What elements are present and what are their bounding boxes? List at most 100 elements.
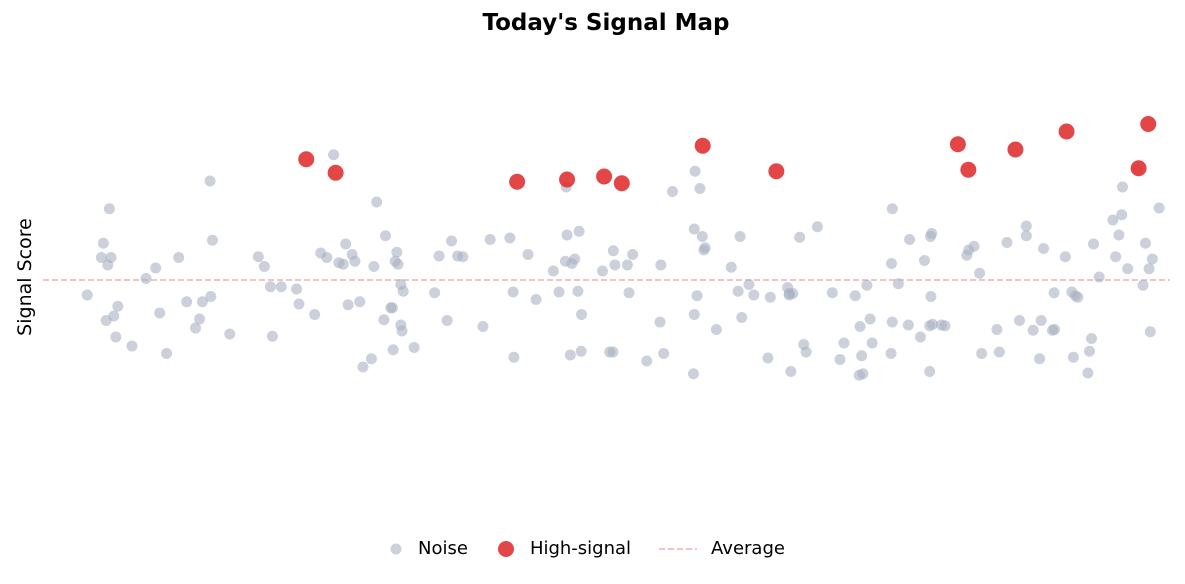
noise-point [194,313,206,325]
noise-point [575,345,587,357]
noise-point [918,255,930,266]
noise-point [641,355,653,367]
noise-point [902,319,914,331]
noise-marker-icon [390,543,402,554]
noise-point [205,291,217,302]
noise-point [607,346,619,358]
noise-point [576,309,588,320]
legend-item-high-signal: High-signal [496,538,631,559]
noise-point [108,310,120,322]
noise-point [1035,315,1047,326]
high-signal-point [768,163,785,180]
noise-point [904,234,916,245]
legend-label-average: Average [711,538,785,559]
noise-point [1072,291,1084,303]
noise-point [849,290,861,302]
high-signal-point [960,161,977,178]
noise-point [609,259,621,271]
noise-point [371,196,383,208]
noise-point [380,230,392,242]
noise-point [976,348,988,359]
noise-point [1143,263,1155,275]
noise-point [974,267,986,279]
noise-point [342,299,354,311]
noise-point [150,262,162,274]
noise-point [293,298,305,310]
noise-point [206,234,218,246]
noise-point [857,368,869,380]
noise-point [387,344,399,356]
noise-point [627,249,639,260]
noise-point [190,322,202,334]
noise-point [181,296,193,308]
noise-point [699,242,711,254]
noise-point [710,324,722,335]
noise-point [1153,202,1165,214]
high-signal-point [559,171,576,188]
noise-point [81,289,93,301]
noise-series [81,149,1165,381]
legend-item-average: Average [659,538,785,559]
noise-point [433,250,445,262]
noise-point [1110,251,1122,263]
noise-point [357,361,369,373]
noise-point [1048,324,1060,335]
noise-point [572,285,584,297]
noise-point [991,324,1003,335]
noise-point [154,307,166,319]
noise-point [396,325,408,337]
noise-point [689,165,701,177]
noise-point [834,354,846,365]
noise-point [1067,351,1079,363]
noise-point [569,253,581,265]
noise-point [429,287,441,299]
chart-title: Today's Signal Map [482,10,730,36]
noise-point [838,337,850,349]
noise-point [762,352,774,364]
noise-point [691,290,703,302]
high-signal-point [613,175,630,192]
noise-point [736,312,748,323]
noise-point [748,289,760,301]
noise-point [553,286,565,298]
noise-point [924,366,936,377]
noise-point [1113,229,1125,241]
noise-point [856,350,868,362]
noise-point [1027,324,1039,336]
noise-point [446,235,458,247]
noise-point [484,234,496,245]
noise-point [365,353,377,365]
noise-point [925,291,937,302]
noise-point [1001,237,1013,248]
noise-point [507,286,519,298]
noise-point [112,300,124,312]
noise-point [1013,315,1025,326]
high-signal-series [298,116,1157,192]
high-signal-marker-icon [497,540,514,557]
noise-point [224,328,236,340]
high-signal-point [327,164,344,181]
noise-point [275,281,287,293]
noise-point [1137,279,1149,291]
noise-point [927,318,939,330]
noise-point [787,288,799,299]
noise-point [688,223,700,235]
noise-point [1088,238,1100,250]
noise-point [321,252,333,263]
noise-point [564,349,576,361]
noise-point [392,258,404,270]
noise-point [97,237,109,249]
noise-point [340,238,352,250]
noise-point [866,337,878,349]
noise-point [328,149,340,161]
noise-point [694,183,706,194]
noise-point [687,368,699,380]
high-signal-point [509,173,526,190]
high-signal-point [298,151,315,168]
noise-point [892,278,904,290]
noise-point [1082,367,1094,379]
noise-point [477,321,489,332]
high-signal-point [949,136,966,153]
noise-point [252,251,264,263]
